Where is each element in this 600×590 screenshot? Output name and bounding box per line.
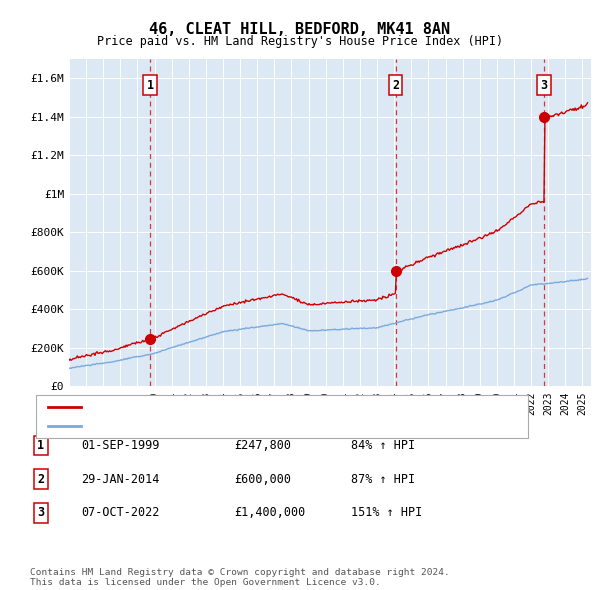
Text: 46, CLEAT HILL, BEDFORD, MK41 8AN: 46, CLEAT HILL, BEDFORD, MK41 8AN — [149, 22, 451, 37]
Text: £1,400,000: £1,400,000 — [234, 506, 305, 519]
Text: 1: 1 — [147, 78, 154, 91]
Text: £600,000: £600,000 — [234, 473, 291, 486]
Text: £247,800: £247,800 — [234, 439, 291, 452]
Text: 01-SEP-1999: 01-SEP-1999 — [81, 439, 160, 452]
Text: 46, CLEAT HILL, BEDFORD, MK41 8AN (detached house): 46, CLEAT HILL, BEDFORD, MK41 8AN (detac… — [87, 402, 412, 412]
Text: 2: 2 — [37, 473, 44, 486]
Text: Price paid vs. HM Land Registry's House Price Index (HPI): Price paid vs. HM Land Registry's House … — [97, 35, 503, 48]
Text: 3: 3 — [37, 506, 44, 519]
Text: 3: 3 — [541, 78, 548, 91]
Text: 29-JAN-2014: 29-JAN-2014 — [81, 473, 160, 486]
Text: 84% ↑ HPI: 84% ↑ HPI — [351, 439, 415, 452]
Text: 07-OCT-2022: 07-OCT-2022 — [81, 506, 160, 519]
Text: 151% ↑ HPI: 151% ↑ HPI — [351, 506, 422, 519]
Text: 1: 1 — [37, 439, 44, 452]
Text: HPI: Average price, detached house, Bedford: HPI: Average price, detached house, Bedf… — [87, 421, 367, 431]
Text: 87% ↑ HPI: 87% ↑ HPI — [351, 473, 415, 486]
Text: 2: 2 — [392, 78, 399, 91]
Text: Contains HM Land Registry data © Crown copyright and database right 2024.
This d: Contains HM Land Registry data © Crown c… — [30, 568, 450, 587]
